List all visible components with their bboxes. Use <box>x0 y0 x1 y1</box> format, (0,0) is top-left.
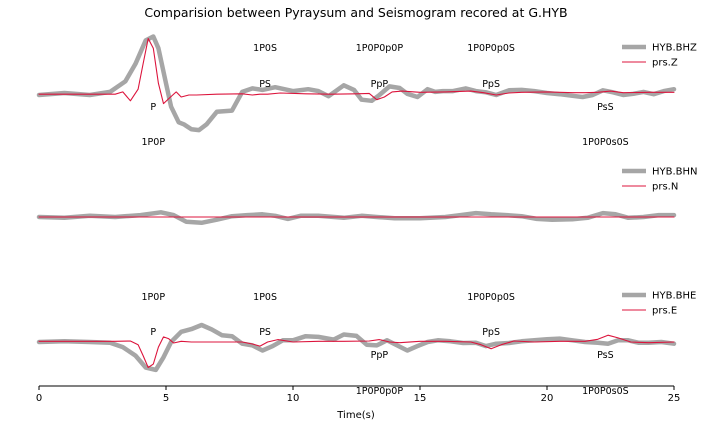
series-line-hyb-bhn <box>36 210 677 226</box>
phase-label: P <box>150 102 156 113</box>
x-tick-label: 20 <box>541 393 554 404</box>
phase-label: PS <box>259 327 271 338</box>
x-axis: 0 5 10 15 20 25 <box>36 385 681 404</box>
panel-z: HYB.BHZ prs.Z P 1P0P 1P0S PS 1P0P0p0P PpP 1P0P0p… <box>36 34 697 148</box>
plot-panels: HYB.BHZ prs.Z P 1P0P 1P0S PS 1P0P0p0P PpP 1P0P0p… <box>36 34 698 397</box>
phase-label: 1P0S <box>253 43 277 54</box>
phase-label: 1P0P <box>142 292 166 303</box>
phase-label: PsS <box>597 350 614 361</box>
phase-label: 1P0P <box>142 137 166 148</box>
x-tick-label: 10 <box>287 393 300 404</box>
x-axis-label: Time(s) <box>336 410 375 421</box>
phase-label: PsS <box>597 102 614 113</box>
phase-label: 1P0P0p0S <box>467 292 515 303</box>
x-tick-label: 25 <box>668 393 681 404</box>
phase-label: 1P0S <box>253 292 277 303</box>
legend-label-hyb-bhz: HYB.BHZ <box>652 43 697 54</box>
legend-label-prs-n: prs.N <box>652 182 678 193</box>
phase-label: PS <box>259 79 271 90</box>
panel-n: HYB.BHN prs.N <box>36 167 698 226</box>
phase-label: 1P0P0s0S <box>582 386 629 397</box>
chart-title: Comparision between Pyraysum and Seismog… <box>144 5 567 20</box>
legend-label-hyb-bhn: HYB.BHN <box>652 167 698 178</box>
series-line-hyb-bhe <box>36 322 677 373</box>
phase-label: 1P0P0p0P <box>356 43 404 54</box>
x-tick-label: 15 <box>414 393 427 404</box>
legend-label-prs-e: prs.E <box>652 306 677 317</box>
phase-label: PpP <box>371 350 389 361</box>
phase-label: 1P0P0p0S <box>467 43 515 54</box>
x-tick-label: 5 <box>163 393 169 404</box>
legend-label-prs-z: prs.Z <box>652 58 678 69</box>
legend-label-hyb-bhe: HYB.BHE <box>652 291 696 302</box>
panel-e: HYB.BHE prs.E 1P0P P 1P0S PS PpP 1P0P0p0P 1P0P0p… <box>36 291 696 397</box>
phase-label: P <box>150 327 156 338</box>
series-line-prs-e <box>38 334 675 369</box>
x-tick-label: 0 <box>36 393 42 404</box>
phase-label: PpS <box>482 79 500 90</box>
series-line-prs-z <box>38 37 675 105</box>
phase-label: PpP <box>371 79 389 90</box>
phase-label: 1P0P0s0S <box>582 137 629 148</box>
phase-label: 1P0P0p0P <box>356 386 404 397</box>
phase-label: PpS <box>482 327 500 338</box>
series-line-hyb-bhz <box>36 34 677 133</box>
